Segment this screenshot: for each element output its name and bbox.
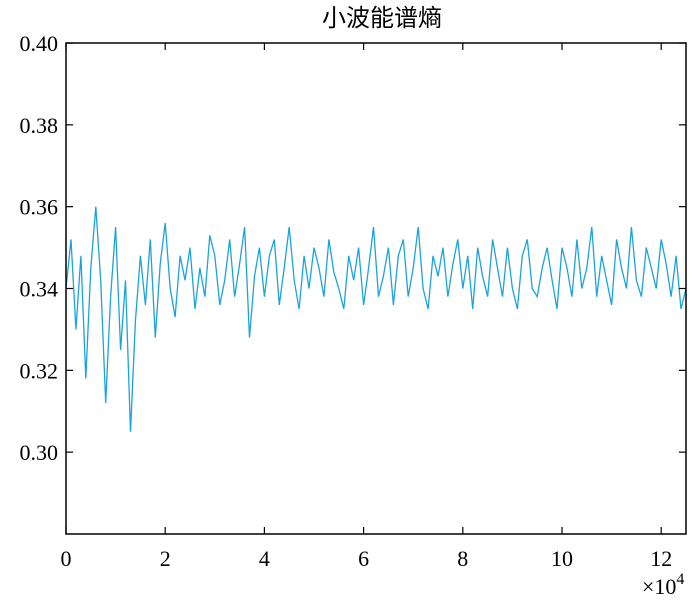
x-tick-label: 12 bbox=[650, 546, 672, 571]
series-line-0 bbox=[65, 206, 687, 432]
x-tick-label: 0 bbox=[61, 546, 72, 571]
x-tick-label: 8 bbox=[457, 546, 468, 571]
x-tick-label: 10 bbox=[551, 546, 573, 571]
chart-title: 小波能谱熵 bbox=[322, 4, 442, 32]
y-tick-label: 0.30 bbox=[20, 440, 59, 465]
x-tick-label: 2 bbox=[160, 546, 171, 571]
y-tick-label: 0.40 bbox=[20, 31, 59, 56]
y-tick-label: 0.36 bbox=[20, 195, 59, 220]
x-tick-label: 6 bbox=[358, 546, 369, 571]
x-tick-label: 4 bbox=[259, 546, 270, 571]
y-tick-label: 0.38 bbox=[20, 113, 59, 138]
y-tick-label: 0.34 bbox=[20, 277, 59, 302]
x-axis: 0 2 4 6 8 10 12 bbox=[61, 43, 672, 571]
series-line-group bbox=[65, 206, 687, 432]
y-axis: 0.30 0.32 0.34 0.36 0.38 0.40 bbox=[20, 31, 686, 465]
y-tick-label: 0.32 bbox=[20, 358, 59, 383]
x-exponent-label: ×104 bbox=[642, 571, 684, 599]
